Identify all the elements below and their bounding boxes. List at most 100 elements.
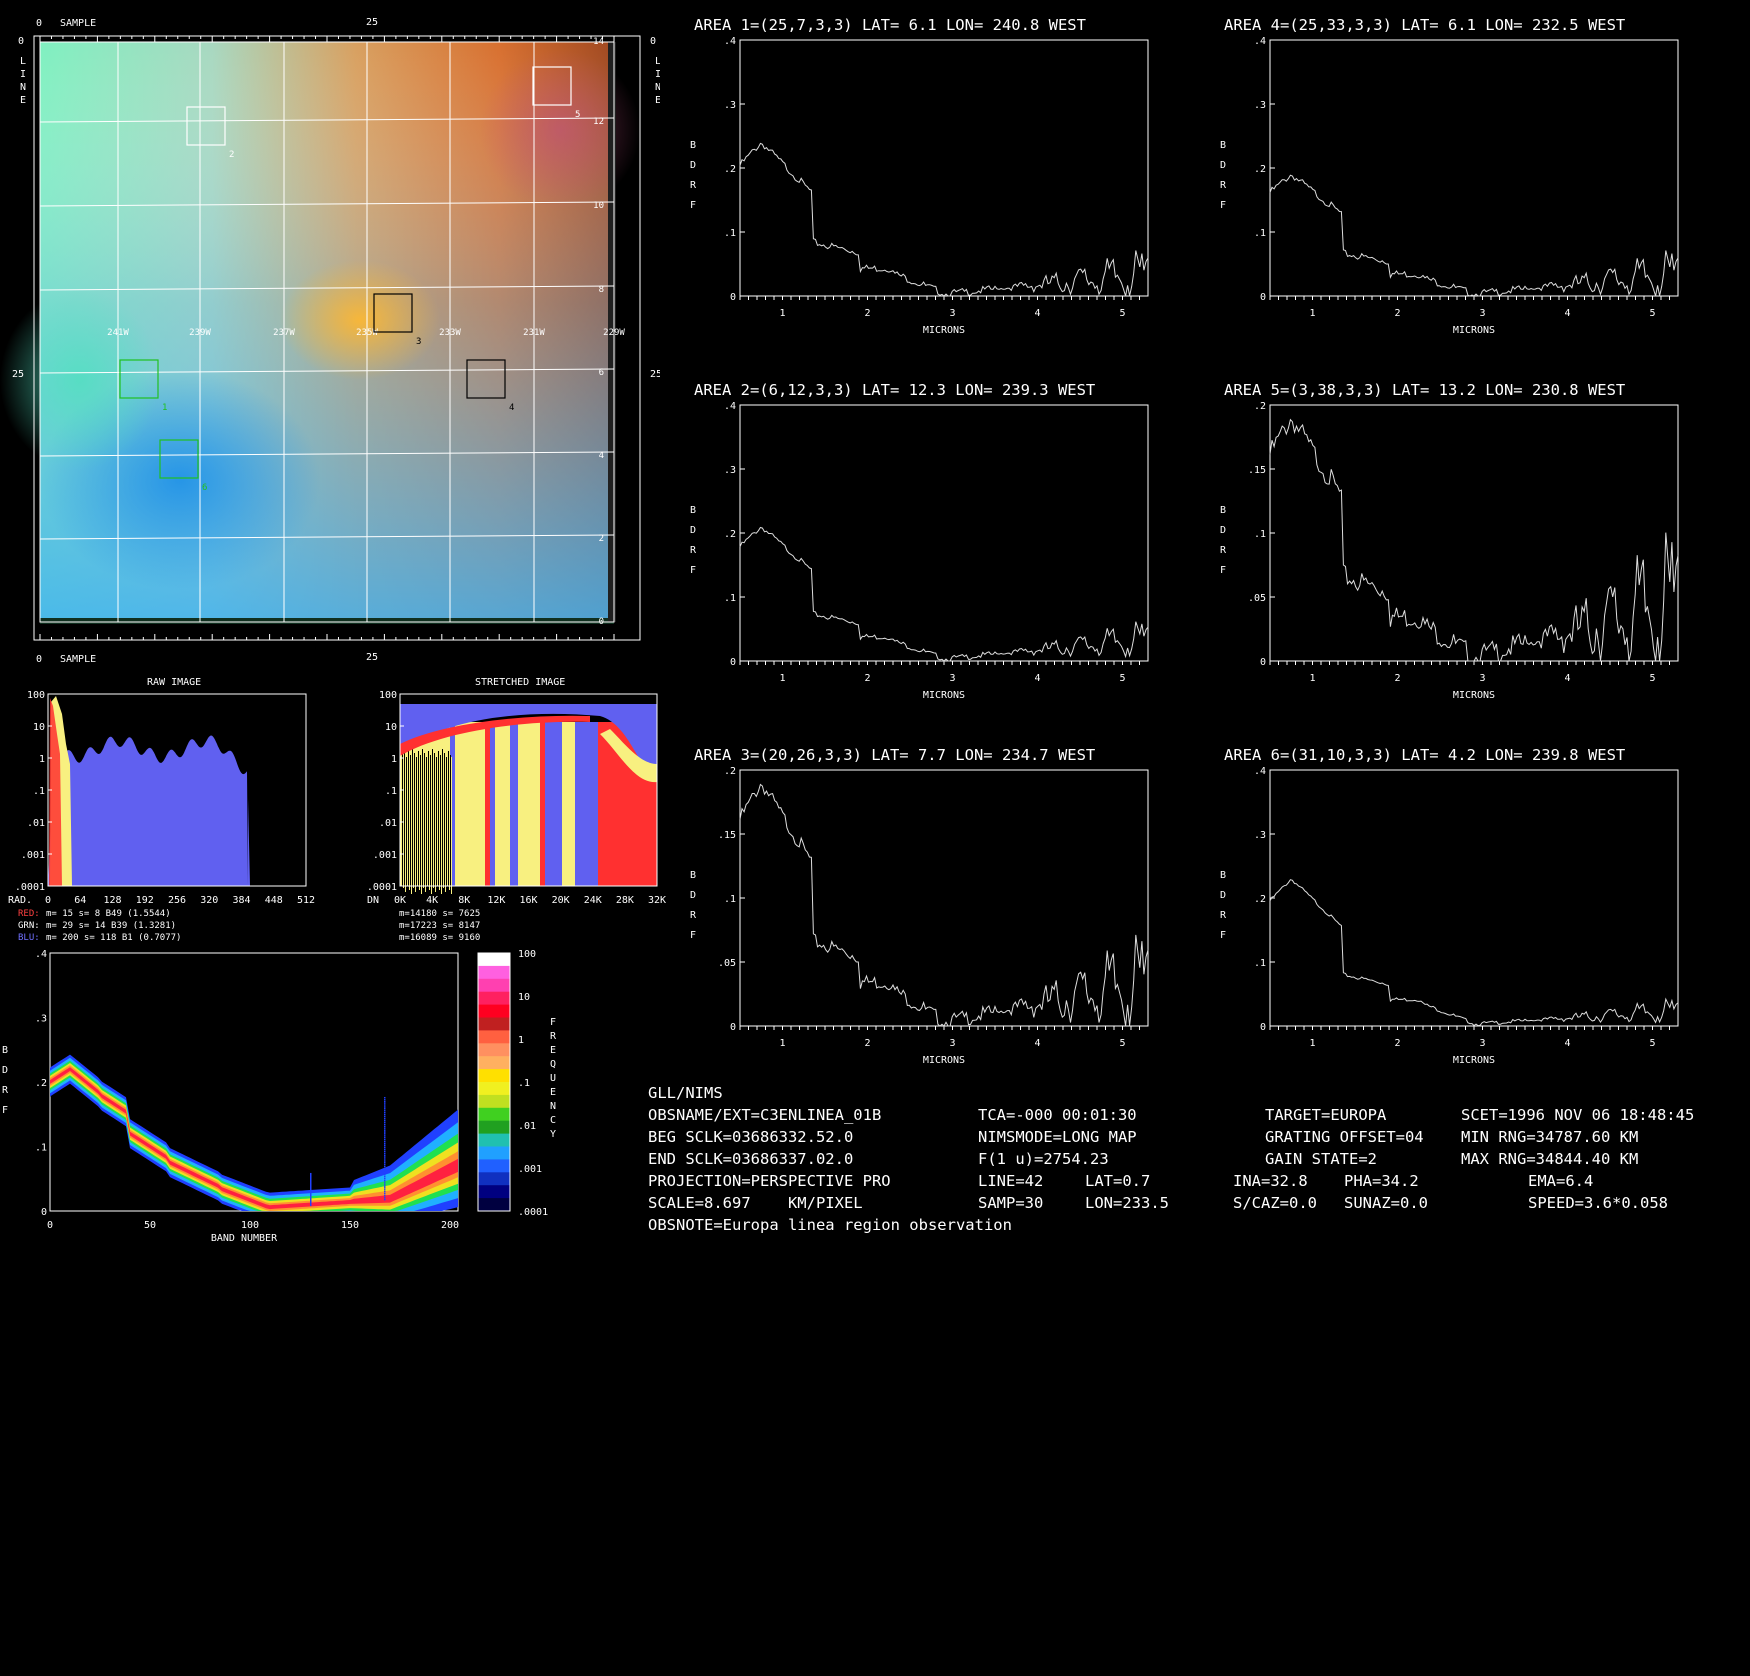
spectrum-y-label-char: R [1220,180,1227,191]
density-colorbar-label-char: N [550,1101,556,1112]
stretched-histogram-texture [421,757,422,894]
stretched-histogram-texture [444,753,445,890]
density-colorbar-cell [478,1172,510,1186]
raw-histogram-blue-area [48,735,250,886]
density-colorbar-cell [478,1030,510,1044]
density-colorbar-cell [478,1069,510,1083]
spectrum-x-tick: 1 [1309,1038,1315,1049]
density-speck [384,1144,386,1147]
density-colorbar-cell [478,1094,510,1109]
map-grid-parallel [39,201,615,207]
density-colorbar-cell [478,1017,510,1031]
density-speck [384,1099,386,1101]
map-lon-label: 241W [107,328,129,338]
stretched-histogram-texture [439,753,440,890]
density-colorbar-cell [478,978,510,993]
map-grid-parallel [39,451,615,457]
spectrum-x-tick: 4 [1564,1038,1570,1049]
spectrum-y-label-char: R [690,910,697,921]
density-speck [384,1105,386,1107]
spectrum-title: AREA 6=(31,10,3,3) LAT= 4.2 LON= 239.8 W… [1224,746,1625,764]
raw-histogram-stat-text: m= 29 s= 14 B39 (1.3281) [46,921,176,931]
density-speck [310,1177,312,1179]
density-colorbar-tick: .1 [518,1078,530,1089]
map-region-label-1: 1 [162,403,167,413]
stretched-histogram-texture [441,757,442,894]
stretched-histogram-x-tick: 12K [487,895,505,906]
density-speck [384,1107,386,1109]
map-bottom-tick-0: 0 [36,654,42,665]
density-colorbar-cell [478,1056,510,1070]
spectrum-x-tick: 4 [1564,673,1570,684]
density-colorbar-cell [478,1043,510,1057]
stretched-histogram-band [575,722,598,886]
density-speck [310,1191,312,1193]
spectrum-y-label-char: B [690,505,696,516]
meta-gain: GAIN STATE=2 [1265,1150,1377,1168]
stretched-histogram-y-tick: .0001 [367,882,397,893]
density-speck [384,1177,386,1180]
spectrum-y-label-char: R [690,180,697,191]
spectrum-x-label: MICRONS [1453,690,1495,701]
stretched-histogram-band [510,722,518,886]
spectrum-y-tick: .4 [1254,36,1266,47]
stretched-histogram-texture [437,749,438,886]
density-speck [384,1173,386,1176]
spectrum-x-tick: 1 [1309,673,1315,684]
map-grid-parallel [39,285,615,291]
spectrum-y-tick: .1 [724,894,736,905]
density-speck [310,1175,312,1178]
density-colorbar-cell [478,1185,510,1199]
raw-histogram-x-tick: 128 [103,895,121,906]
raw-histogram-y-tick: 10 [33,722,45,733]
spectrum-x-label: MICRONS [1453,325,1495,336]
density-colorbar-label-char: E [550,1087,556,1098]
map-sample-label-bottom: SAMPLE [60,654,96,665]
meta-ina: INA=32.8 [1233,1172,1308,1190]
stretched-histogram-texture [411,757,412,894]
map-lat-label: 6 [599,368,604,378]
density-speck [384,1146,386,1149]
density-speck [384,1165,386,1168]
density-speck [384,1186,386,1188]
density-colorbar-cell [478,953,510,967]
density-speck [384,1113,386,1116]
map-lon-label: 237W [273,328,295,338]
stretched-histogram-x-tick: 28K [616,895,634,906]
spectrum-x-tick: 3 [1479,1038,1485,1049]
map-grid [39,42,615,622]
stretched-histogram-texture [442,749,443,886]
spectrum-y-label-char: D [1220,890,1226,901]
density-speck [384,1194,386,1197]
map-lon-label: 231W [523,328,545,338]
spectrum-y-tick: .2 [1254,894,1266,905]
map-lat-label: 12 [593,117,604,127]
density-speck [384,1161,386,1163]
density-speck [310,1196,312,1199]
map-region-box-2 [186,106,226,146]
map-boxes: 1 2 3 4 5 6 [119,66,580,493]
stretched-histogram-red-area [400,715,590,756]
density-speck [384,1163,386,1165]
map-region-box-6 [159,439,199,479]
spectrum-x-tick: 4 [1564,308,1570,319]
spectrum-y-label-char: D [1220,525,1226,536]
map-region-label-5: 5 [575,110,580,120]
map-image[interactable] [0,42,640,624]
map-region-label-4: 4 [509,403,514,413]
spectrum-y-tick: .4 [724,36,736,47]
spectrum-x-tick: 3 [1479,673,1485,684]
stretched-histogram-top-mask [400,694,657,700]
stretched-histogram-y-tick: .1 [385,786,397,797]
spectrum-y-tick: 0 [1260,1022,1266,1033]
spectrum-y-tick: .4 [1254,766,1266,777]
stretched-histogram-texture [413,751,414,888]
spectrum-y-label-char: F [690,930,696,941]
map-lat-label: 14 [593,37,604,47]
stretched-histogram-band [562,722,575,886]
raw-histogram-x-tick: 512 [297,895,315,906]
spectrum-y-label-char: B [1220,505,1226,516]
map-sample-label-top: SAMPLE [60,18,96,29]
